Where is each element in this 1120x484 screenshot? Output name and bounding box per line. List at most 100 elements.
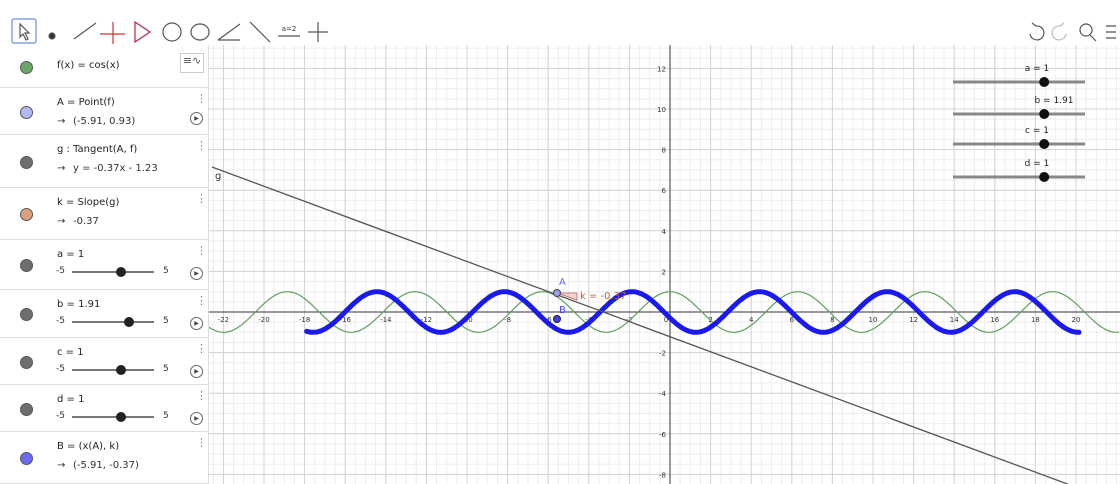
item-menu[interactable]: ⋮ [196,342,207,355]
polygon-tool[interactable] [134,20,152,44]
y-tick-label: -2 [659,350,666,358]
circle-tool[interactable] [162,22,182,42]
line-tool[interactable] [73,22,97,40]
algebra-item: b = 1.91 ⋮ -5 5 ▶ [0,290,208,338]
y-tick-label: 8 [662,147,666,155]
expression[interactable]: A = Point(f) [57,97,115,108]
y-tick-label: 2 [662,268,666,276]
slider-knob[interactable] [123,317,134,327]
play-button[interactable]: ▶ [190,412,203,425]
visibility-toggle[interactable] [20,402,33,416]
y-tick-label: -4 [659,390,667,398]
slider-label: c = 1 [1025,126,1049,136]
slider-label: b = 1.91 [1034,96,1073,106]
redo-button[interactable] [1051,22,1067,41]
y-tick-label: -6 [659,431,667,439]
x-tick-label: 8 [830,316,834,324]
search-button[interactable] [1079,23,1093,37]
value-arrow: → [57,116,66,127]
toolbar: a=2 [0,0,1120,45]
value-arrow: → [57,460,66,471]
expression[interactable]: f(x) = cos(x) [57,59,120,71]
algebra-item: f(x) = cos(x) ≡∿ [0,45,208,88]
angle-tool[interactable] [217,23,241,41]
x-tick-label: -22 [218,316,229,324]
slope-triangle [556,292,578,301]
algebra-item: d = 1 ⋮ -5 5 ▶ [0,385,208,432]
slider-track [72,369,154,371]
visibility-toggle[interactable] [20,155,33,169]
expression[interactable]: d = 1 [57,394,85,405]
slider-knob[interactable] [116,412,127,422]
slider-track [72,271,154,273]
value: y = -0.37x - 1.23 [73,163,158,174]
reflect-tool[interactable] [249,21,271,43]
algebra-item: a = 1 ⋮ -5 5 ▶ [0,240,208,290]
play-button[interactable]: ▶ [190,365,203,378]
point-b-label: B [559,305,566,316]
x-tick-label: 10 [869,316,878,324]
expression[interactable]: a = 1 [57,249,85,260]
x-tick-label: 16 [990,316,999,324]
line-label: g [215,171,221,182]
slider-knob[interactable] [1039,172,1050,182]
slider-knob[interactable] [1039,109,1050,119]
visibility-toggle[interactable] [20,452,33,465]
visibility-toggle[interactable] [20,105,33,119]
expression[interactable]: B = (x(A), k) [57,441,120,452]
value: (-5.91, 0.93) [73,116,136,127]
slider-knob[interactable] [1039,77,1050,87]
point-a[interactable] [553,289,561,297]
menu-button[interactable] [1106,25,1116,39]
slider-knob[interactable] [116,365,127,375]
expression[interactable]: g : Tangent(A, f) [57,144,138,155]
x-tick-label: 4 [749,316,754,324]
x-tick-label: -18 [299,316,310,324]
play-button[interactable]: ▶ [190,267,203,280]
item-menu[interactable]: ⋮ [196,389,207,402]
slope-label: k = -0.37 [580,291,626,302]
point-tool[interactable] [48,32,56,40]
perpendicular-tool[interactable] [100,22,125,44]
algebra-item: B = (x(A), k) ⋮ → (-5.91, -0.37) [0,432,208,484]
expression[interactable]: k = Slope(g) [57,197,120,208]
expression[interactable]: c = 1 [57,347,84,358]
point-b[interactable] [553,315,561,323]
value: (-5.91, -0.37) [73,460,139,471]
slider-max: 5 [163,316,169,326]
visibility-toggle[interactable] [20,355,33,369]
x-tick-label: -16 [339,316,351,324]
slider-knob[interactable] [1039,139,1050,149]
undo-button[interactable] [1029,22,1045,41]
item-menu[interactable]: ⋮ [196,192,207,205]
item-menu[interactable]: ⋮ [196,139,207,152]
visibility-toggle[interactable] [20,259,33,272]
move-tool[interactable] [11,18,37,44]
x-tick-label: 6 [790,316,795,324]
item-menu[interactable]: ⋮ [196,244,207,257]
visibility-toggle[interactable] [20,308,33,321]
item-menu[interactable]: ⋮ [196,436,207,449]
visibility-toggle[interactable] [20,60,33,74]
point-a-label: A [559,277,566,288]
visibility-toggle[interactable] [20,208,33,221]
style-bar-toggle[interactable]: ≡∿ [180,53,204,73]
slider-tool-label: a=2 [282,25,297,33]
slider-track [72,321,154,323]
item-menu[interactable]: ⋮ [196,92,207,105]
algebra-item: g : Tangent(A, f) ⋮ → y = -0.37x - 1.23 [0,135,208,188]
y-tick-label: 12 [657,65,666,73]
algebra-view: f(x) = cos(x) ≡∿ A = Point(f) ⋮ → (-5.91, 0.9… [0,45,209,484]
slider-label: a = 1 [1025,64,1050,74]
slider-max: 5 [163,364,169,374]
item-menu[interactable]: ⋮ [196,294,207,307]
expression[interactable]: b = 1.91 [57,299,101,310]
x-tick-label: -8 [504,316,511,324]
play-button[interactable]: ▶ [190,317,203,330]
conic-tool[interactable] [190,23,210,41]
algebra-item: k = Slope(g) ⋮ → -0.37 [0,188,208,240]
y-tick-label: 10 [657,106,666,114]
play-button[interactable]: ▶ [190,112,203,125]
move-view-tool[interactable] [308,22,328,42]
slider-knob[interactable] [116,267,127,277]
